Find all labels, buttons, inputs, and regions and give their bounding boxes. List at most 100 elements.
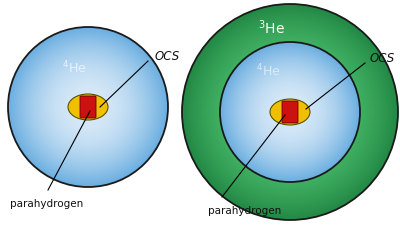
Circle shape	[257, 80, 323, 145]
Circle shape	[20, 40, 156, 176]
Circle shape	[44, 64, 132, 151]
Circle shape	[228, 51, 352, 174]
Circle shape	[243, 66, 337, 159]
Circle shape	[256, 79, 324, 146]
Circle shape	[194, 17, 386, 208]
Circle shape	[259, 81, 321, 144]
Ellipse shape	[68, 94, 108, 120]
Circle shape	[258, 81, 322, 144]
Circle shape	[194, 17, 386, 208]
Circle shape	[231, 54, 349, 171]
Circle shape	[189, 12, 391, 213]
Circle shape	[232, 55, 348, 170]
Circle shape	[22, 42, 154, 173]
Circle shape	[187, 10, 393, 215]
Circle shape	[266, 88, 314, 137]
Circle shape	[213, 36, 367, 189]
Circle shape	[211, 34, 369, 191]
Circle shape	[252, 74, 328, 151]
Circle shape	[232, 55, 348, 170]
Circle shape	[245, 68, 335, 157]
Circle shape	[41, 61, 135, 154]
Circle shape	[39, 59, 137, 156]
Circle shape	[201, 24, 379, 201]
Circle shape	[186, 9, 394, 216]
Circle shape	[48, 68, 128, 147]
Circle shape	[233, 56, 347, 169]
Circle shape	[184, 7, 396, 218]
Circle shape	[232, 54, 348, 171]
Circle shape	[33, 53, 143, 162]
Circle shape	[65, 85, 111, 130]
Circle shape	[182, 5, 398, 220]
Circle shape	[26, 45, 150, 170]
Circle shape	[275, 97, 305, 128]
Circle shape	[13, 33, 163, 182]
Circle shape	[36, 56, 140, 159]
Circle shape	[252, 75, 328, 150]
Circle shape	[250, 72, 330, 153]
Circle shape	[59, 79, 117, 137]
Circle shape	[20, 40, 156, 175]
Circle shape	[246, 69, 334, 156]
Circle shape	[277, 100, 303, 125]
Circle shape	[225, 47, 355, 178]
Circle shape	[220, 42, 360, 183]
Circle shape	[250, 72, 330, 153]
Circle shape	[226, 49, 354, 176]
Circle shape	[18, 38, 158, 177]
Circle shape	[226, 49, 354, 176]
Circle shape	[200, 23, 380, 202]
Circle shape	[190, 13, 390, 212]
Circle shape	[208, 31, 372, 194]
Circle shape	[230, 53, 350, 172]
Circle shape	[9, 29, 167, 186]
Circle shape	[231, 54, 349, 171]
Circle shape	[224, 46, 356, 179]
Circle shape	[261, 83, 319, 142]
Circle shape	[267, 90, 313, 135]
Circle shape	[268, 91, 312, 134]
Circle shape	[250, 73, 330, 152]
Circle shape	[9, 29, 167, 186]
Circle shape	[212, 35, 368, 190]
Circle shape	[252, 75, 328, 150]
Circle shape	[73, 93, 103, 122]
Circle shape	[79, 98, 97, 117]
Circle shape	[249, 71, 331, 154]
FancyBboxPatch shape	[80, 97, 96, 119]
Circle shape	[52, 71, 124, 144]
Circle shape	[242, 64, 338, 161]
Circle shape	[241, 64, 339, 161]
Circle shape	[248, 70, 332, 155]
Circle shape	[27, 47, 149, 169]
Circle shape	[13, 33, 163, 182]
Circle shape	[196, 19, 384, 206]
Circle shape	[27, 47, 149, 168]
Circle shape	[240, 63, 340, 162]
Circle shape	[264, 86, 316, 139]
Circle shape	[197, 20, 383, 205]
Circle shape	[10, 30, 166, 185]
Circle shape	[222, 45, 358, 180]
Circle shape	[263, 86, 317, 139]
Circle shape	[224, 46, 356, 179]
Circle shape	[262, 85, 318, 140]
Circle shape	[18, 38, 158, 178]
Circle shape	[198, 20, 382, 205]
Circle shape	[24, 44, 152, 171]
Circle shape	[226, 49, 354, 176]
Circle shape	[32, 52, 144, 163]
Circle shape	[219, 42, 361, 183]
Circle shape	[220, 43, 360, 182]
Circle shape	[12, 32, 164, 183]
Circle shape	[34, 54, 142, 161]
Circle shape	[235, 58, 345, 167]
Circle shape	[42, 62, 134, 153]
Circle shape	[12, 32, 164, 184]
Circle shape	[196, 18, 384, 207]
Circle shape	[244, 66, 336, 159]
Circle shape	[46, 66, 130, 149]
Circle shape	[229, 52, 351, 173]
Circle shape	[25, 45, 151, 171]
